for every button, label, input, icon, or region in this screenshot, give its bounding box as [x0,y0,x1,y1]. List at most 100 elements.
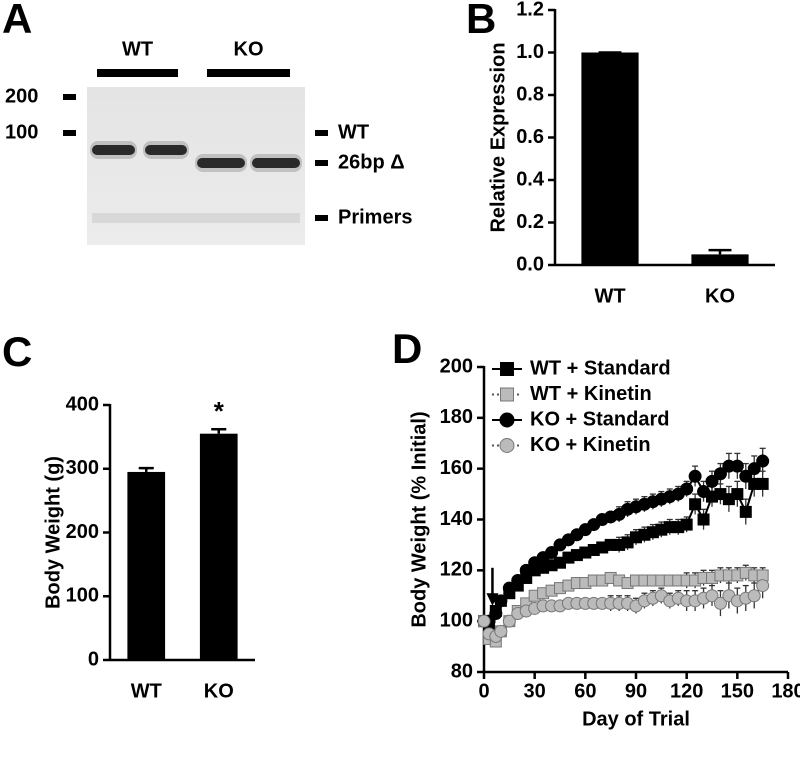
bar [127,471,166,660]
legend-marker [499,412,515,428]
lane-bar [207,69,290,77]
marker [739,505,752,518]
marker [713,596,727,610]
marker [502,614,516,628]
y-tick-label: 100 [440,609,473,631]
ladder-label: 100 [5,121,38,143]
marker [747,462,761,476]
marker [511,574,525,587]
marker [756,579,770,593]
ladder-dash [63,130,76,136]
gel-band [145,145,187,155]
y-tick-label: 80 [451,660,473,682]
y-tick-label: 400 [66,393,99,415]
x-tick-label: WT [131,680,162,702]
legend-label: WT + Kinetin [530,383,652,405]
marker [680,518,693,531]
legend-label: WT + Standard [530,357,671,379]
y-tick-label: 300 [66,457,99,479]
y-tick-label: 0.2 [516,211,544,233]
marker [689,498,702,511]
marker [494,594,508,608]
x-tick-label: 90 [625,680,647,702]
band-label: WT [338,121,369,143]
marker [680,482,694,496]
panel-label: C [2,328,32,375]
marker [502,581,516,595]
legend-marker [500,387,514,402]
ladder-label: 200 [5,85,38,107]
legend-label: KO + Kinetin [530,434,651,456]
legend-marker [499,438,515,453]
marker [489,607,503,621]
annotation: * [214,396,225,426]
x-tick-label: 120 [670,680,703,702]
bar [581,52,639,265]
y-tick-label: 180 [440,406,473,428]
y-tick-label: 0.4 [516,168,545,190]
y-tick-label: 0.6 [516,126,544,148]
marker [731,488,744,501]
marker [545,546,559,560]
x-tick-label: 60 [574,680,596,702]
x-tick-label: 0 [478,680,489,702]
x-tick-label: 180 [771,680,800,702]
legend-marker [500,362,514,376]
y-tick-label: 120 [440,559,473,581]
bar [691,254,749,265]
marker [494,624,508,638]
marker [477,614,491,628]
x-axis-label: Day of Trial [582,708,690,730]
legend-label: KO + Standard [530,408,669,430]
y-tick-label: 200 [66,521,99,543]
gel-band [92,145,135,155]
marker [688,469,702,483]
marker [697,513,710,526]
band-dash [315,160,328,166]
marker [747,589,761,603]
bar [199,433,238,660]
marker [713,467,727,481]
marker [697,485,711,499]
y-tick-label: 1.0 [516,41,544,63]
x-tick-label: KO [705,285,735,307]
marker [705,589,719,603]
x-tick-label: KO [204,680,234,702]
marker [519,563,533,577]
panel-label: D [392,325,422,372]
x-tick-label: 150 [721,680,754,702]
band-label: Primers [338,206,413,228]
x-tick-label: 30 [524,680,546,702]
y-tick-label: 0.0 [516,253,544,275]
y-tick-label: 140 [440,508,473,530]
y-tick-label: 160 [440,457,473,479]
band-label: 26bp Δ [338,151,405,173]
y-tick-label: 100 [66,585,99,607]
lane-label: KO [234,38,264,60]
gel-band [252,158,300,168]
band-dash [315,130,328,136]
marker [730,459,744,473]
marker [756,477,769,490]
marker [756,454,770,468]
primer-band [92,213,300,223]
gel-band [197,158,245,168]
ladder-dash [63,94,76,100]
y-axis-label: Body Weight (g) [42,456,64,609]
panel-label: A [2,0,32,42]
y-axis-label: Body Weight (% Initial) [408,411,430,627]
x-tick-label: WT [594,285,625,307]
band-dash [315,215,328,221]
y-tick-label: 1.2 [516,0,544,20]
y-axis-label: Relative Expression [487,42,509,232]
y-tick-label: 200 [440,355,473,377]
marker [705,474,719,488]
lane-bar [97,69,178,77]
lane-label: WT [122,38,153,60]
y-tick-label: 0 [88,648,99,670]
marker [739,469,753,483]
y-tick-label: 0.8 [516,83,544,105]
panel-label: B [466,0,496,42]
